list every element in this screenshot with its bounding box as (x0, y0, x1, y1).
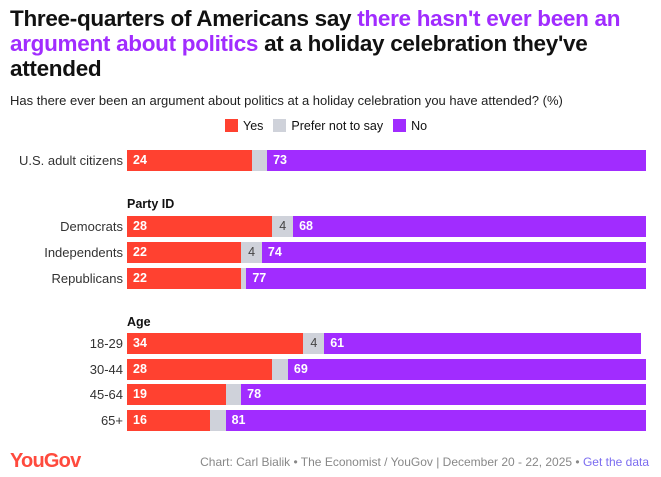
row-label: Republicans (51, 271, 123, 286)
legend-swatch (273, 119, 287, 132)
title-text: Three-quarters of Americans say (10, 6, 358, 31)
bar-segment-prefer (210, 410, 226, 431)
legend: Yes Prefer not to say No (225, 119, 427, 133)
row-label: 65+ (100, 413, 123, 428)
bar-segment-prefer (241, 268, 247, 289)
bar-segment-yes: 16 (127, 410, 211, 431)
stacked-bar: 34 4 61 (127, 333, 646, 354)
credit-text: Chart: Carl Bialik • The Economist / You… (200, 455, 583, 469)
bar-segment-no: 68 (293, 216, 646, 237)
bar-segment-prefer: 4 (272, 216, 294, 237)
legend-no: No (393, 119, 427, 133)
bar-segment-no: 78 (241, 384, 646, 405)
stacked-bar: 22 77 (127, 268, 646, 289)
bar-segment-yes: 19 (127, 384, 226, 405)
bar-segment-prefer: 4 (303, 333, 325, 354)
chart-subtitle: Has there ever been an argument about po… (10, 93, 563, 108)
footer-credit: Chart: Carl Bialik • The Economist / You… (200, 455, 649, 469)
title-text-end: at a holiday celebration they've attende… (10, 31, 588, 81)
legend-label: Yes (243, 119, 264, 133)
row-label: 45-64 (89, 387, 123, 402)
group-header: Age (127, 315, 151, 329)
legend-yes: Yes (225, 119, 263, 133)
bar-segment-yes: 24 (127, 150, 252, 171)
bar-segment-yes: 34 (127, 333, 304, 354)
chart-title: Three-quarters of Americans say there ha… (10, 6, 650, 81)
legend-label: Prefer not to say (291, 119, 384, 133)
stacked-bar: 28 69 (127, 359, 646, 380)
bar-segment-no: 69 (287, 359, 646, 380)
bar-segment-no: 73 (267, 150, 646, 171)
legend-prefer: Prefer not to say (273, 119, 383, 133)
bar-segment-prefer (251, 150, 268, 171)
row-label: U.S. adult citizens (18, 153, 123, 168)
bar-segment-no: 74 (261, 242, 646, 263)
yougov-logo: YouGov (10, 450, 81, 472)
bar-segment-no: 81 (225, 410, 646, 431)
stacked-bar: 28 4 68 (127, 216, 646, 237)
bar-segment-no: 77 (246, 268, 646, 289)
bar-segment-prefer (272, 359, 288, 380)
bar-segment-prefer (225, 384, 242, 405)
row-label: 18-29 (89, 336, 123, 351)
stacked-bar: 19 78 (127, 384, 646, 405)
legend-label: No (411, 119, 428, 133)
get-data-link[interactable]: Get the data (582, 455, 649, 469)
row-label: Democrats (60, 219, 123, 234)
row-label: 30-44 (89, 362, 123, 377)
bar-segment-yes: 22 (127, 268, 242, 289)
group-header: Party ID (127, 197, 175, 211)
stacked-bar: 24 73 (127, 150, 646, 171)
legend-swatch (393, 119, 407, 132)
bar-segment-no: 61 (324, 333, 641, 354)
row-label: Independents (44, 245, 123, 260)
stacked-bar: 22 4 74 (127, 242, 646, 263)
stacked-bar: 16 81 (127, 410, 646, 431)
legend-swatch (225, 119, 238, 132)
bar-segment-yes: 28 (127, 216, 273, 237)
title-highlight: there hasn't ever been an argument about… (10, 6, 621, 56)
bar-segment-prefer: 4 (241, 242, 262, 263)
bar-segment-yes: 22 (127, 242, 242, 263)
bar-segment-yes: 28 (127, 359, 273, 380)
